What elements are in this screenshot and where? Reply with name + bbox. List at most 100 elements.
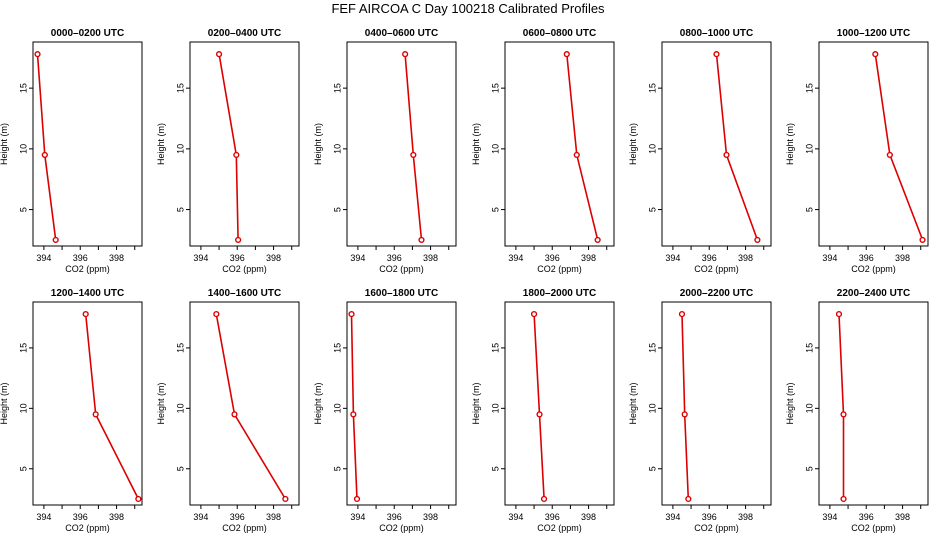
data-point: [919, 236, 926, 244]
x-axis-label: CO2 (ppm): [851, 523, 896, 533]
y-tick-label: 5: [175, 466, 185, 471]
y-tick-label: 15: [804, 83, 814, 93]
data-point: [402, 51, 409, 58]
panel-grid: 0000–0200 UTC 394 396 398 5 10 15 CO2 (ppm) Heig…: [0, 28, 929, 533]
y-tick-label: 5: [332, 466, 342, 471]
data-point: [135, 495, 142, 503]
x-tick-label: 396: [73, 253, 88, 263]
x-tick-label: 398: [109, 253, 124, 263]
panel-title: 2000–2200 UTC: [680, 288, 753, 299]
data-point: [213, 310, 220, 318]
plot-frame: [32, 301, 143, 506]
x-tick-label: 396: [387, 253, 402, 263]
data-point: [418, 236, 425, 244]
plot-frame: [189, 301, 300, 506]
data-point: [573, 151, 580, 159]
profile-panel: 0000–0200 UTC 394 396 398 5 10 15 CO2 (ppm) Heig…: [0, 28, 143, 274]
data-point: [681, 411, 688, 418]
y-tick-label: 15: [18, 343, 28, 353]
y-axis-label: Height (m): [156, 382, 166, 424]
y-tick-label: 5: [175, 207, 185, 212]
y-tick-label: 10: [490, 144, 500, 154]
plot-frame: [189, 41, 300, 247]
y-axis-label: Height (m): [0, 382, 9, 424]
x-tick-label: 394: [508, 512, 523, 522]
panel-title: 1400–1600 UTC: [208, 288, 281, 299]
data-point: [685, 495, 692, 503]
profile-line: [36, 54, 57, 241]
data-point: [754, 236, 761, 244]
y-tick-label: 15: [490, 83, 500, 93]
x-tick-label: 398: [423, 512, 438, 522]
x-axis-label: CO2 (ppm): [537, 264, 582, 274]
x-tick-label: 396: [859, 253, 874, 263]
x-tick-label: 398: [109, 512, 124, 522]
y-tick-label: 15: [804, 343, 814, 353]
y-tick-label: 10: [18, 403, 28, 413]
profile-panel: 2000–2200 UTC 394 396 398 5 10 15 CO2 (ppm) Heig…: [628, 288, 772, 533]
y-tick-label: 15: [332, 83, 342, 93]
x-tick-label: 396: [702, 512, 717, 522]
x-tick-label: 396: [387, 512, 402, 522]
x-tick-label: 398: [581, 253, 596, 263]
data-point: [233, 151, 240, 159]
profile-panel: 1000–1200 UTC 394 396 398 5 10 15 CO2 (ppm) Heig…: [785, 28, 929, 274]
x-axis-label: CO2 (ppm): [65, 523, 110, 533]
x-tick-label: 396: [545, 512, 560, 522]
plot-frame: [661, 301, 772, 506]
x-axis-label: CO2 (ppm): [537, 523, 582, 533]
x-tick-label: 396: [859, 512, 874, 522]
data-point: [52, 236, 59, 244]
y-tick-label: 15: [175, 343, 185, 353]
y-axis-label: Height (m): [471, 123, 481, 165]
profile-line: [566, 54, 599, 241]
profile-panel: 0800–1000 UTC 394 396 398 5 10 15 CO2 (ppm) Heig…: [628, 28, 772, 274]
data-point: [594, 236, 601, 244]
y-tick-label: 5: [332, 207, 342, 212]
x-tick-label: 394: [36, 253, 51, 263]
y-tick-label: 10: [332, 144, 342, 154]
data-point: [92, 411, 99, 418]
data-point: [34, 51, 41, 58]
y-tick-label: 15: [647, 83, 657, 93]
x-tick-label: 394: [193, 512, 208, 522]
profile-line: [681, 314, 690, 500]
profile-line: [404, 54, 423, 240]
x-axis-label: CO2 (ppm): [379, 264, 424, 274]
profile-panel: 1200–1400 UTC 394 396 398 5 10 15 CO2 (ppm) Heig…: [0, 288, 143, 533]
y-tick-label: 5: [490, 207, 500, 212]
y-tick-label: 15: [18, 83, 28, 93]
profile-panel: 1600–1800 UTC 394 396 398 5 10 15 CO2 (ppm) Heig…: [313, 288, 457, 533]
data-point: [282, 495, 289, 503]
data-point: [540, 495, 548, 503]
plot-frame: [32, 41, 143, 247]
y-tick-label: 15: [175, 83, 185, 93]
plot-frame: [818, 41, 929, 247]
y-tick-label: 10: [332, 403, 342, 413]
panel-title: 0600–0800 UTC: [523, 28, 596, 39]
profile-line: [838, 314, 845, 499]
y-tick-label: 10: [490, 403, 500, 413]
x-axis-label: CO2 (ppm): [851, 264, 896, 274]
y-tick-label: 5: [18, 466, 28, 471]
data-point: [835, 310, 843, 318]
y-axis-label: Height (m): [313, 123, 323, 165]
x-axis-label: CO2 (ppm): [379, 523, 424, 533]
y-axis-label: Height (m): [785, 123, 795, 165]
x-axis-label: CO2 (ppm): [222, 264, 267, 274]
profile-line: [350, 314, 358, 500]
y-tick-label: 10: [175, 144, 185, 154]
y-tick-label: 15: [332, 343, 342, 353]
profile-line: [715, 54, 759, 241]
data-point: [723, 151, 730, 159]
x-tick-label: 398: [266, 253, 281, 263]
x-tick-label: 394: [36, 512, 51, 522]
data-point: [410, 151, 417, 159]
profile-panel: 2200–2400 UTC 394 396 398 5 10 15 CO2 (ppm) Heig…: [785, 288, 929, 533]
panel-title: 1600–1800 UTC: [365, 288, 438, 299]
x-tick-label: 396: [545, 253, 560, 263]
data-point: [82, 310, 89, 318]
x-tick-label: 394: [508, 253, 523, 263]
panel-title: 1200–1400 UTC: [51, 288, 124, 299]
